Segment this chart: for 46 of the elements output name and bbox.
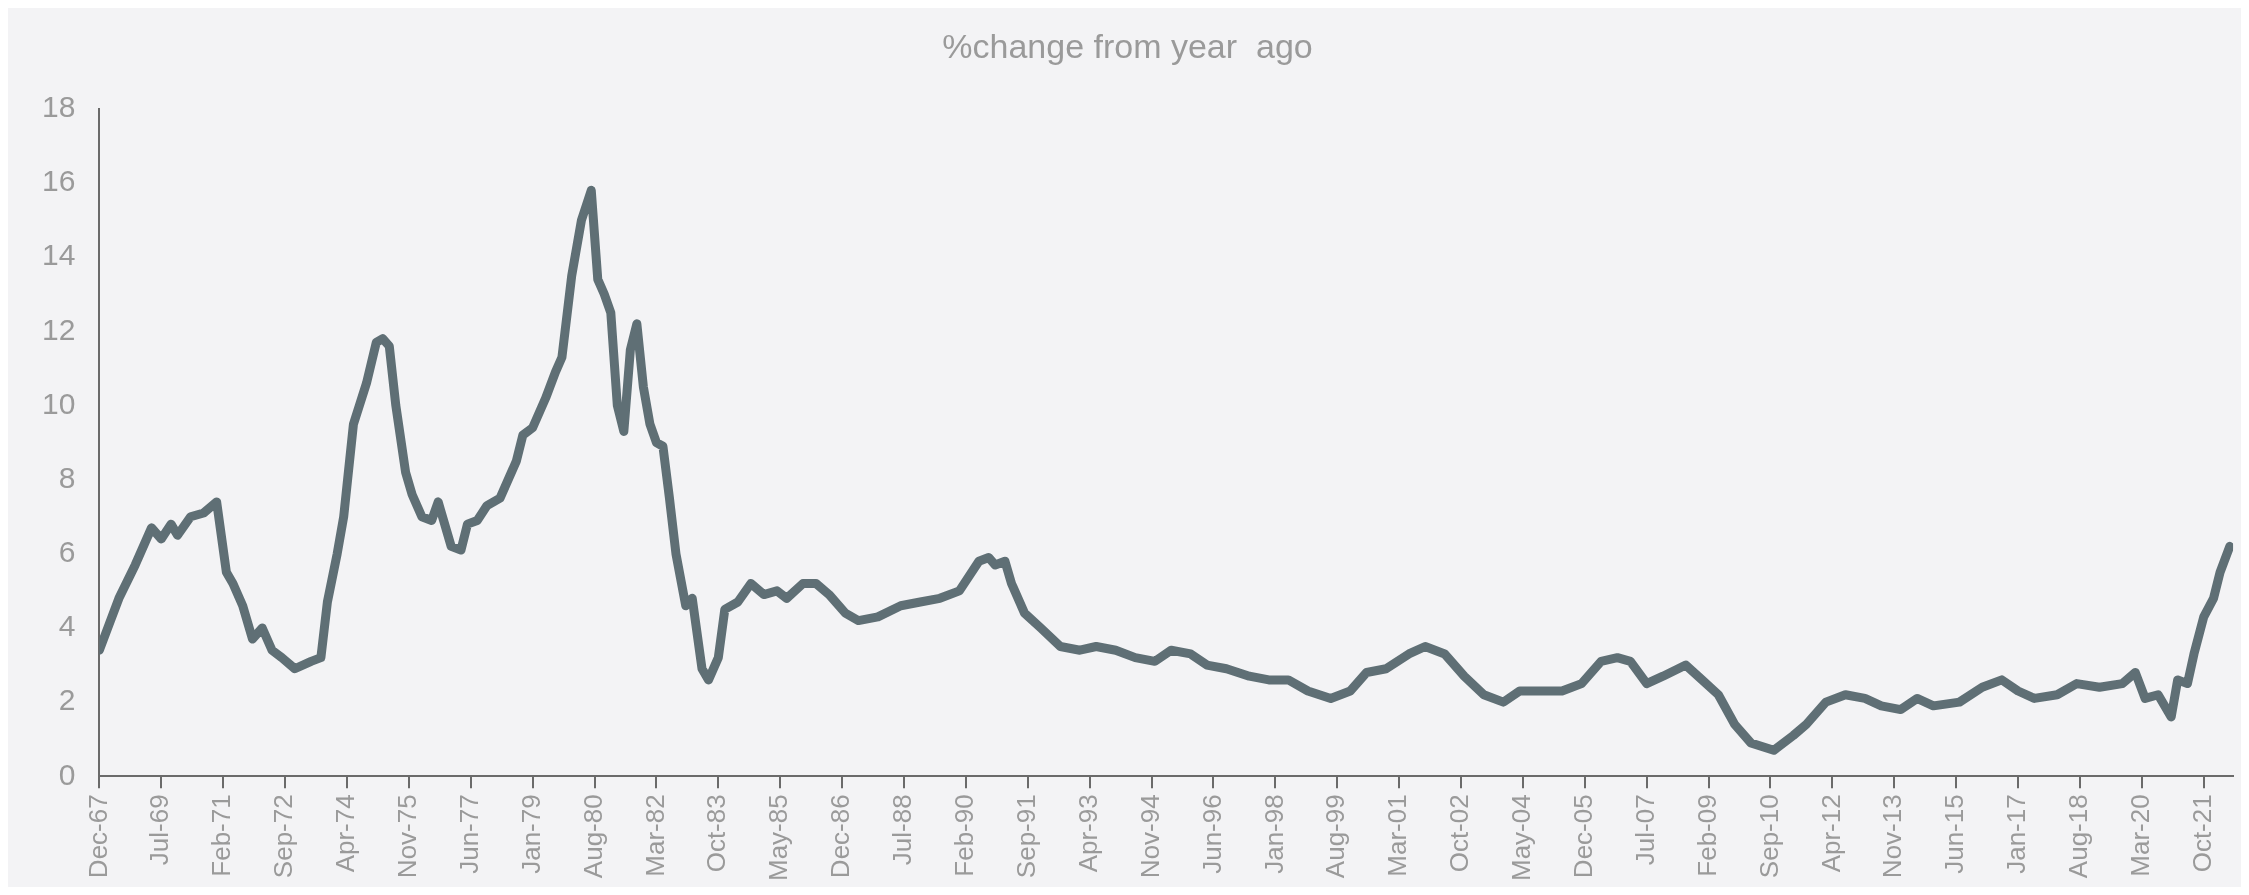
y-tick-label: 4 (58, 609, 76, 643)
y-tick-label: 16 (41, 164, 76, 198)
x-tick-label: Jan-98 (1258, 794, 1289, 874)
y-tick-label: 10 (41, 386, 76, 420)
x-tick-label: Nov-94 (1134, 794, 1165, 879)
x-tick-label: Mar-01 (1382, 794, 1413, 877)
x-tick-label: May-04 (1506, 794, 1537, 882)
x-tick-label: Feb-90 (949, 794, 980, 877)
y-tick-label: 2 (58, 683, 76, 717)
x-tick-label: Apr-74 (330, 794, 361, 873)
x-tick-label: Sep-91 (1010, 794, 1041, 879)
x-tick-label: Dec-86 (825, 794, 856, 879)
x-tick-label: Nov-75 (392, 794, 423, 879)
x-tick-label: Aug-18 (2063, 794, 2094, 879)
x-tick-label: Nov-13 (1877, 794, 1908, 879)
y-tick-label: 6 (58, 535, 76, 569)
x-tick-label: Jun-77 (453, 794, 484, 874)
x-tick-label: Dec-67 (82, 794, 113, 879)
y-tick-label: 12 (41, 312, 76, 346)
x-tick-label: Feb-09 (1691, 794, 1722, 877)
x-tick-label: Dec-05 (1567, 794, 1598, 879)
x-tick-label: Jul-88 (887, 794, 918, 866)
y-tick-label: 8 (58, 460, 76, 494)
x-tick-label: Jul-69 (144, 794, 175, 866)
x-tick-label: Jan-17 (2001, 794, 2032, 874)
x-tick-label: Sep-72 (268, 794, 299, 879)
x-tick-label: Apr-12 (1815, 794, 1846, 873)
x-tick-label: Oct-83 (701, 794, 732, 873)
x-tick-label: Aug-80 (577, 794, 608, 879)
x-tick-label: Mar-82 (639, 794, 670, 877)
y-tick-label: 0 (58, 757, 76, 791)
x-tick-label: Aug-99 (1320, 794, 1351, 879)
x-tick-label: Apr-93 (1072, 794, 1103, 873)
x-tick-label: Oct-02 (1444, 794, 1475, 873)
y-tick-label: 18 (41, 90, 76, 124)
x-tick-label: Jun-15 (1939, 794, 1970, 874)
x-tick-label: Oct-21 (2186, 794, 2217, 873)
x-tick-label: Mar-20 (2125, 794, 2156, 877)
y-tick-label: 14 (41, 238, 76, 272)
x-tick-label: Jan-79 (515, 794, 546, 874)
x-tick-label: Feb-71 (206, 794, 237, 877)
x-tick-label: May-85 (763, 794, 794, 882)
x-tick-label: Sep-10 (1753, 794, 1784, 879)
chart-title: %change from year ago (942, 26, 1313, 65)
x-tick-label: Jun-96 (1196, 794, 1227, 874)
x-tick-label: Jul-07 (1629, 794, 1660, 866)
